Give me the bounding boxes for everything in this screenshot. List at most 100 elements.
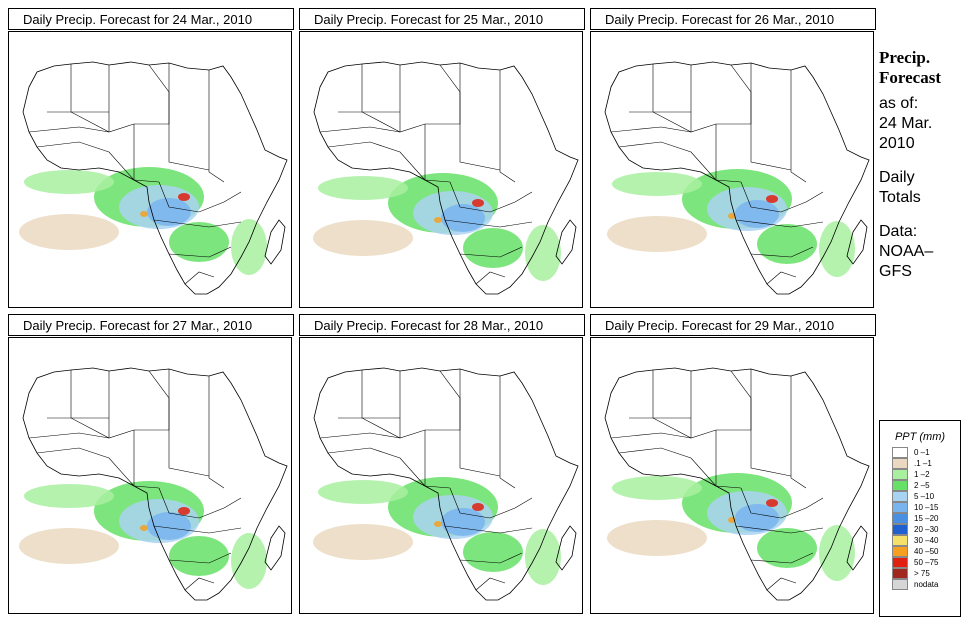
precip-map [299, 337, 583, 614]
country-border [475, 577, 506, 591]
legend-label: 2 –5 [914, 481, 930, 490]
country-border [766, 577, 797, 591]
africa-outline [313, 61, 579, 295]
legend-label: 0 –1 [914, 448, 930, 457]
precip-area [313, 220, 413, 256]
data-label: Data: [879, 223, 918, 240]
precip-legend: PPT (mm) 0 –1 .1 –1 1 –2 2 –5 5 –10 10 –15 15 … [879, 420, 961, 617]
precip-area [169, 536, 229, 576]
legend-label: 15 –20 [914, 514, 939, 523]
legend-label: 1 –2 [914, 470, 930, 479]
country-border [499, 70, 516, 183]
country-border [750, 369, 792, 477]
legend-item: nodata [880, 579, 960, 590]
country-border [28, 432, 110, 439]
panel-title: Daily Precip. Forecast for 24 Mar., 2010 [8, 8, 294, 30]
precip-area [140, 525, 148, 531]
legend-swatch [892, 491, 908, 502]
asof-label: as of: [879, 95, 919, 112]
country-border [735, 525, 824, 534]
precip-area [612, 476, 702, 500]
precip-area [140, 211, 148, 217]
precip-area [607, 520, 707, 556]
africa-outline [604, 61, 870, 295]
legend-rows: 0 –1 .1 –1 1 –2 2 –5 5 –10 10 –15 15 –20 20 –30… [880, 447, 960, 590]
country-border [158, 181, 242, 213]
precip-area [434, 521, 442, 527]
country-border [499, 376, 516, 489]
country-border [319, 126, 401, 133]
country-border [459, 63, 501, 171]
precip-area [434, 217, 442, 223]
legend-swatch [892, 469, 908, 480]
legend-swatch [892, 502, 908, 513]
legend-item: 15 –20 [880, 513, 960, 524]
country-border [750, 552, 814, 564]
africa-map [591, 338, 873, 613]
precip-area [441, 508, 485, 536]
country-border [750, 63, 792, 171]
country-border [459, 369, 501, 477]
africa-outline [22, 367, 288, 601]
asof-year: 2010 [879, 135, 915, 152]
panel-title: Daily Precip. Forecast for 26 Mar., 2010 [590, 8, 876, 30]
country-border [740, 487, 824, 519]
madagascar-outline [846, 525, 868, 571]
legend-item: 50 –75 [880, 557, 960, 568]
country-border [444, 219, 533, 228]
data-source-1: NOAA– [879, 243, 934, 260]
legend-swatch [892, 557, 908, 568]
country-border [327, 141, 426, 181]
precip-area [147, 198, 191, 226]
panel-title: Daily Precip. Forecast for 25 Mar., 2010 [299, 8, 585, 30]
precip-map [590, 31, 874, 308]
legend-label: > 75 [914, 569, 930, 578]
country-border [184, 271, 215, 285]
legend-swatch [892, 458, 908, 469]
legend-label: 10 –15 [914, 503, 939, 512]
country-border [184, 577, 215, 591]
country-border [208, 376, 225, 489]
precip-area [231, 533, 267, 589]
country-border [740, 181, 824, 213]
title-line-2: Forecast [879, 68, 941, 87]
country-border [424, 430, 451, 489]
africa-map [9, 32, 291, 307]
precip-area [472, 503, 484, 511]
precip-area [231, 219, 267, 275]
country-border [36, 447, 135, 487]
panel-title: Daily Precip. Forecast for 29 Mar., 2010 [590, 314, 876, 336]
legend-title: PPT (mm) [894, 431, 946, 443]
legend-item: 20 –30 [880, 524, 960, 535]
precip-map [590, 337, 874, 614]
africa-map [300, 32, 582, 307]
precip-area [819, 525, 855, 581]
country-border [158, 487, 242, 519]
country-border [168, 369, 210, 477]
legend-label: nodata [914, 580, 939, 589]
panel-title: Daily Precip. Forecast for 27 Mar., 2010 [8, 314, 294, 336]
africa-outline [313, 367, 579, 601]
precip-area [612, 172, 702, 196]
legend-item: 40 –50 [880, 546, 960, 557]
legend-swatch [892, 535, 908, 546]
country-border [715, 124, 742, 183]
country-border [475, 271, 506, 285]
precip-area [178, 507, 190, 515]
precip-area [766, 195, 778, 203]
precip-map [299, 31, 583, 308]
legend-item: .1 –1 [880, 458, 960, 469]
country-border [424, 124, 451, 183]
legend-item: 1 –2 [880, 469, 960, 480]
precip-area [735, 504, 779, 532]
precip-area [819, 221, 855, 277]
precip-area [313, 524, 413, 560]
precip-area [525, 225, 561, 281]
precip-area [728, 213, 736, 219]
legend-swatch [892, 480, 908, 491]
madagascar-outline [264, 219, 286, 265]
country-border [618, 447, 717, 487]
asof-date: 24 Mar. [879, 115, 933, 132]
legend-swatch [892, 568, 908, 579]
legend-label: 40 –50 [914, 547, 939, 556]
